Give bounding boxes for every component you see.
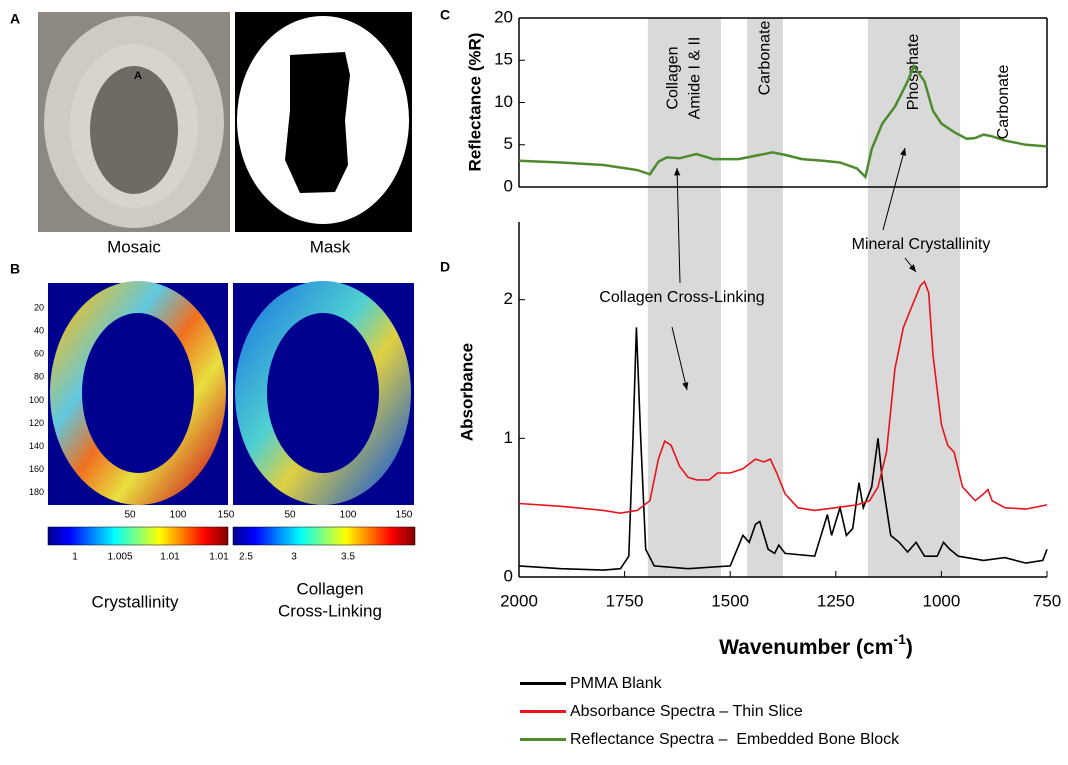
map-y-tick-label: 180 [29, 487, 44, 497]
figure: AAMosaicMaskB204060801001201401601805010… [0, 0, 1068, 765]
legend-item: PMMA Blank [520, 672, 899, 696]
annotation: Mineral Crystallinity [852, 236, 991, 253]
annotation: Collagen Cross-Linking [599, 289, 764, 306]
image-caption: Mosaic [107, 237, 161, 256]
legend-label: Reflectance Spectra – Embedded Bone Bloc… [570, 728, 899, 752]
colorbar [233, 527, 415, 545]
legend: PMMA Blank Absorbance Spectra – Thin Slic… [520, 672, 899, 756]
map-x-tick-label: 100 [170, 510, 187, 521]
band-label: Carbonate [756, 21, 773, 96]
legend-swatch [520, 710, 566, 713]
map-y-tick-label: 20 [34, 302, 44, 312]
y-tick-label: 20 [494, 7, 513, 26]
y-tick-label: 5 [504, 134, 513, 153]
colorbar-tick-label: 1.01 [160, 552, 180, 563]
legend-swatch [520, 682, 566, 685]
x-tick-label: 1750 [606, 591, 644, 610]
x-axis-label-part: Wavenumber (cm [719, 636, 893, 659]
y-axis-label: Reflectance (%R) [465, 33, 484, 172]
x-tick-label: 2000 [500, 591, 538, 610]
y-axis-label: Absorbance [457, 343, 476, 441]
colorbar-tick-label: 1 [72, 552, 78, 563]
x-axis-label-part: -1 [893, 631, 906, 647]
map-caption: Cross-Linking [278, 601, 382, 620]
map-caption: Collagen [296, 579, 363, 598]
band-label: Amide I & II [687, 37, 704, 120]
map-y-tick-label: 100 [29, 395, 44, 405]
map-y-tick-label: 60 [34, 349, 44, 359]
panel-letter: C [440, 7, 450, 23]
legend-label: Absorbance Spectra – Thin Slice [570, 700, 803, 724]
map-y-tick-label: 160 [29, 464, 44, 474]
map-x-tick-label: 100 [340, 510, 357, 521]
image-marker: A [134, 70, 142, 82]
map-y-tick-label: 140 [29, 441, 44, 451]
x-tick-label: 750 [1033, 591, 1061, 610]
panel-letter: A [10, 11, 20, 27]
y-tick-label: 2 [504, 289, 513, 308]
legend-item: Absorbance Spectra – Thin Slice [520, 700, 899, 724]
map-x-tick-label: 50 [284, 510, 296, 521]
panel-letter: D [440, 259, 450, 275]
map-x-tick-label: 150 [218, 510, 235, 521]
x-axis-label: Wavenumber (cm-1) [719, 631, 913, 659]
map-y-tick-label: 40 [34, 325, 44, 335]
image-caption: Mask [310, 237, 351, 256]
figure-canvas: AAMosaicMaskB204060801001201401601805010… [0, 0, 1068, 765]
colorbar-tick-label: 3 [291, 552, 297, 563]
colorbar-tick-label: 2.5 [239, 552, 253, 563]
x-axis-label-part: ) [906, 636, 913, 659]
x-tick-label: 1000 [922, 591, 960, 610]
x-tick-label: 1250 [817, 591, 855, 610]
y-tick-label: 1 [504, 428, 513, 447]
mask-hole [285, 52, 350, 193]
map-y-tick-label: 120 [29, 418, 44, 428]
map-caption: Crystallinity [92, 592, 179, 611]
y-tick-label: 0 [504, 566, 513, 585]
legend-item: Reflectance Spectra – Embedded Bone Bloc… [520, 728, 899, 752]
panel-letter: B [10, 261, 20, 277]
colorbar [48, 527, 228, 545]
x-tick-label: 1500 [711, 591, 749, 610]
map-x-tick-label: 150 [396, 510, 413, 521]
y-tick-label: 10 [494, 92, 513, 111]
annotation: Carbonate [995, 65, 1012, 140]
colorbar-tick-label: 1.005 [107, 552, 132, 563]
band-label: Phosphate [905, 34, 922, 111]
legend-label: PMMA Blank [570, 672, 662, 696]
band-label: Collagen [665, 46, 682, 109]
map-x-tick-label: 50 [124, 510, 136, 521]
y-tick-label: 0 [504, 176, 513, 195]
legend-swatch [520, 738, 566, 741]
y-tick-label: 15 [494, 50, 513, 69]
map-y-tick-label: 80 [34, 372, 44, 382]
colorbar-tick-label: 3.5 [341, 552, 355, 563]
colorbar-tick-label: 1.01 [209, 552, 229, 563]
mosaic-marrow [90, 66, 178, 194]
